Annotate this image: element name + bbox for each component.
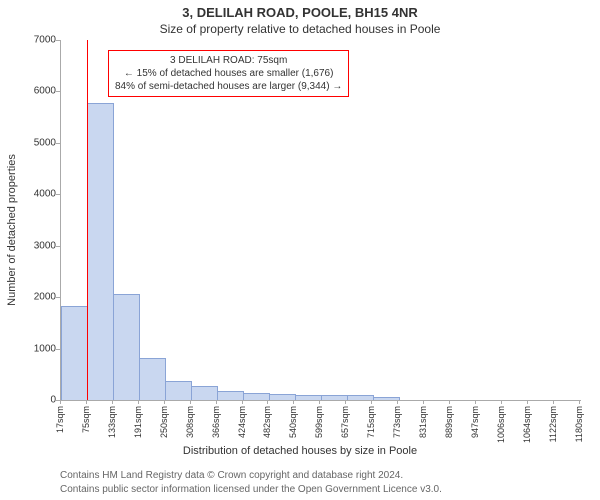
y-tick-mark <box>56 297 60 298</box>
x-tick-label: 947sqm <box>470 406 480 438</box>
x-tick-label: 17sqm <box>55 406 65 433</box>
histogram-bar <box>295 395 322 400</box>
y-tick-label: 7000 <box>34 35 56 46</box>
y-tick-label: 5000 <box>34 137 56 148</box>
x-tick-mark <box>164 400 165 404</box>
y-tick-label: 6000 <box>34 86 56 97</box>
x-tick-label: 133sqm <box>107 406 117 438</box>
x-tick-label: 308sqm <box>185 406 195 438</box>
y-tick-label: 1000 <box>34 343 56 354</box>
histogram-bar <box>165 381 192 400</box>
property-annotation: 3 DELILAH ROAD: 75sqm ← 15% of detached … <box>108 50 349 97</box>
y-tick-label: 0 <box>50 395 56 406</box>
y-tick-label: 4000 <box>34 189 56 200</box>
histogram-bar <box>191 386 218 400</box>
histogram-bar <box>243 393 270 400</box>
x-tick-mark <box>345 400 346 404</box>
x-tick-mark <box>449 400 450 404</box>
x-tick-label: 366sqm <box>211 406 221 438</box>
x-tick-mark <box>216 400 217 404</box>
x-tick-label: 1180sqm <box>574 406 584 442</box>
annotation-line3: 84% of semi-detached houses are larger (… <box>115 80 342 93</box>
x-tick-mark <box>293 400 294 404</box>
x-tick-label: 715sqm <box>366 406 376 438</box>
histogram-bar <box>61 306 88 400</box>
annotation-line2: ← 15% of detached houses are smaller (1,… <box>115 67 342 80</box>
histogram-bar <box>321 395 348 400</box>
x-tick-mark <box>423 400 424 404</box>
x-tick-mark <box>60 400 61 404</box>
x-tick-label: 657sqm <box>340 406 350 438</box>
x-tick-label: 250sqm <box>159 406 169 438</box>
x-tick-label: 191sqm <box>133 406 143 438</box>
histogram-bar <box>347 395 374 400</box>
x-tick-mark <box>138 400 139 404</box>
histogram-bar <box>87 103 114 400</box>
x-tick-label: 831sqm <box>418 406 428 438</box>
x-tick-mark <box>475 400 476 404</box>
x-tick-mark <box>242 400 243 404</box>
footer-copyright: Contains HM Land Registry data © Crown c… <box>60 470 403 481</box>
y-tick-mark <box>56 194 60 195</box>
y-tick-mark <box>56 91 60 92</box>
chart-title: 3, DELILAH ROAD, POOLE, BH15 4NR <box>0 5 600 20</box>
chart-subtitle: Size of property relative to detached ho… <box>0 22 600 36</box>
histogram-bar <box>113 294 140 400</box>
x-tick-mark <box>190 400 191 404</box>
x-tick-mark <box>371 400 372 404</box>
y-tick-label: 3000 <box>34 240 56 251</box>
x-tick-mark <box>527 400 528 404</box>
y-tick-mark <box>56 246 60 247</box>
histogram-bar <box>269 394 296 400</box>
x-tick-label: 599sqm <box>314 406 324 438</box>
y-tick-mark <box>56 143 60 144</box>
x-tick-label: 1006sqm <box>496 406 506 443</box>
x-tick-label: 540sqm <box>288 406 298 438</box>
x-tick-label: 889sqm <box>444 406 454 438</box>
x-tick-mark <box>553 400 554 404</box>
x-tick-mark <box>501 400 502 404</box>
y-axis-label: Number of detached properties <box>6 154 18 306</box>
histogram-bar <box>217 391 244 400</box>
property-marker-line <box>87 40 88 400</box>
x-axis-label: Distribution of detached houses by size … <box>0 445 600 457</box>
x-tick-mark <box>267 400 268 404</box>
x-tick-label: 482sqm <box>262 406 272 438</box>
x-tick-mark <box>319 400 320 404</box>
x-tick-mark <box>86 400 87 404</box>
x-tick-label: 424sqm <box>237 406 247 438</box>
y-tick-label: 2000 <box>34 292 56 303</box>
y-tick-mark <box>56 349 60 350</box>
footer-licence: Contains public sector information licen… <box>60 484 442 495</box>
histogram-bar <box>373 397 400 400</box>
x-tick-mark <box>397 400 398 404</box>
x-tick-label: 1064sqm <box>522 406 532 443</box>
x-tick-label: 773sqm <box>392 406 402 438</box>
histogram-bar <box>139 358 166 400</box>
x-tick-mark <box>579 400 580 404</box>
x-tick-label: 1122sqm <box>548 406 558 442</box>
y-tick-mark <box>56 40 60 41</box>
x-tick-mark <box>112 400 113 404</box>
annotation-line1: 3 DELILAH ROAD: 75sqm <box>115 54 342 67</box>
x-tick-label: 75sqm <box>81 406 91 433</box>
